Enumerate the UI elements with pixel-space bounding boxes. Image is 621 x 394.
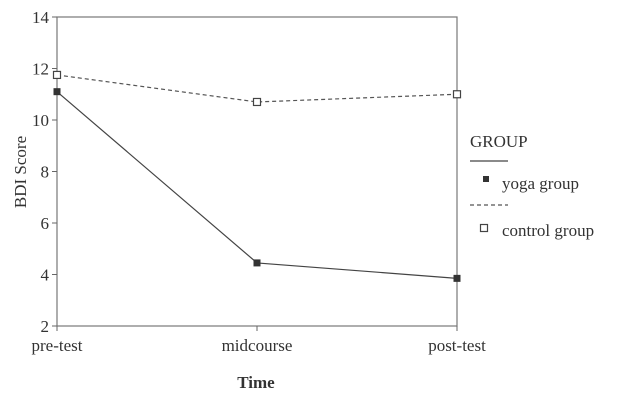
y-tick-label: 6: [41, 214, 50, 233]
data-point: [52, 70, 62, 80]
series-control-group: [52, 70, 462, 107]
plot-frame: [56, 16, 458, 327]
legend-title: GROUP: [470, 132, 528, 151]
y-tick-label: 12: [32, 60, 49, 79]
data-point: [253, 259, 261, 267]
y-tick-label: 4: [41, 266, 50, 285]
legend-control-marker: [479, 223, 489, 233]
y-tick-label: 2: [41, 317, 50, 336]
legend-label-control: control group: [502, 221, 594, 240]
x-axis-label: Time: [237, 373, 275, 392]
legend-yoga-marker: [483, 176, 489, 182]
x-tick-label: midcourse: [222, 336, 293, 355]
series-line: [56, 91, 458, 279]
data-point: [453, 274, 461, 282]
y-tick-label: 14: [32, 8, 50, 27]
y-tick-label: 8: [41, 163, 50, 182]
x-axis-ticks: pre-test midcourse post-test: [32, 326, 486, 355]
legend-label-yoga: yoga group: [502, 174, 579, 193]
series-layer: [52, 70, 462, 282]
data-point: [53, 88, 61, 96]
data-point: [252, 97, 262, 107]
y-tick-label: 10: [32, 111, 49, 130]
y-axis-label: BDI Score: [11, 136, 30, 208]
x-tick-label: pre-test: [32, 336, 83, 355]
axes: [56, 16, 458, 327]
legend: GROUP yoga group control group: [470, 132, 594, 240]
data-point: [452, 90, 462, 99]
x-tick-label: post-test: [428, 336, 486, 355]
y-axis-ticks: 2 4 6 8 10 12 14: [32, 8, 57, 336]
series-yoga-group: [53, 88, 461, 282]
